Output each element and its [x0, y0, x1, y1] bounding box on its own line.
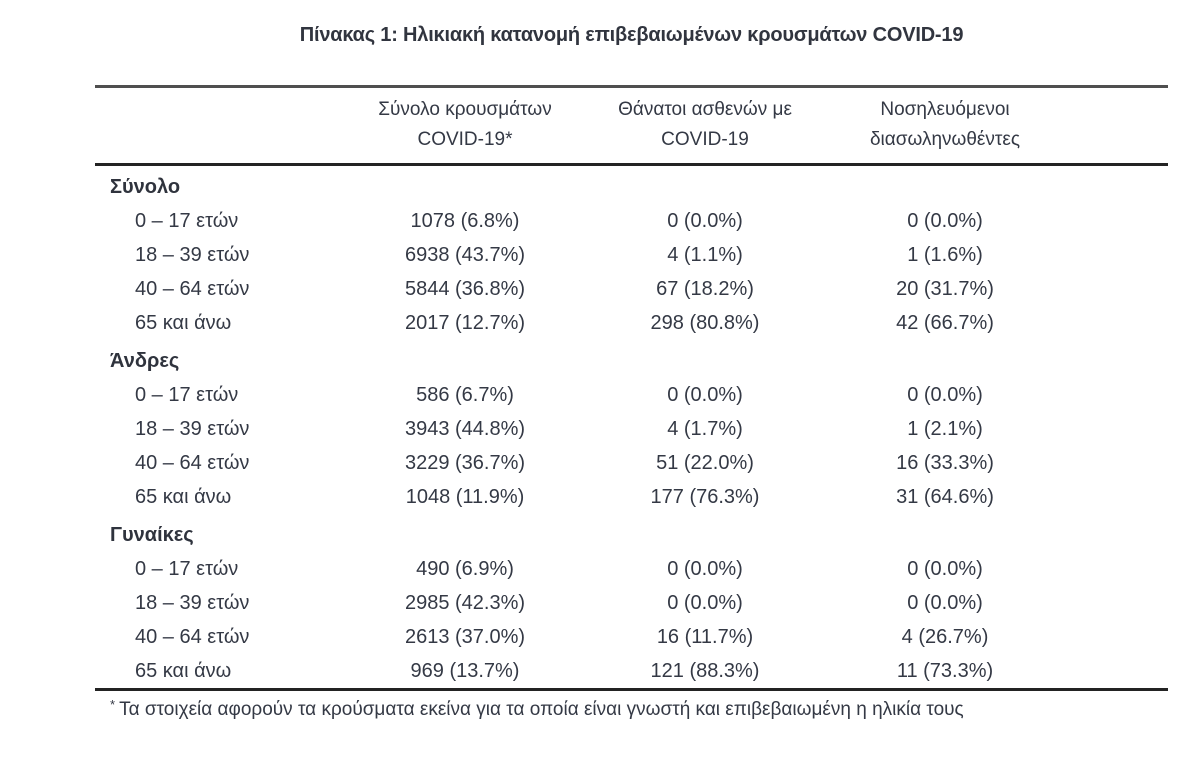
- table-header-row: Σύνολο κρουσμάτων COVID-19* Θάνατοι ασθε…: [95, 88, 1168, 166]
- row-label: 0 – 17 ετών: [135, 383, 239, 406]
- cell-cases: 1048 (11.9%): [405, 485, 525, 508]
- table-body: Σύνολο 0 – 17 ετών 1078 (6.8%) 0 (0.0%) …: [95, 166, 1168, 691]
- cell-deaths: 0 (0.0%): [667, 383, 743, 406]
- cell-intubated: 42 (66.7%): [896, 311, 994, 334]
- cell-intubated: 0 (0.0%): [907, 591, 983, 614]
- row-label: 18 – 39 ετών: [135, 591, 250, 614]
- section-label: Σύνολο: [110, 175, 181, 198]
- row-label: 0 – 17 ετών: [135, 557, 239, 580]
- section-label: Γυναίκες: [110, 523, 194, 546]
- header-total-cases-line1: Σύνολο κρουσμάτων: [378, 99, 552, 120]
- cell-cases: 3229 (36.7%): [404, 451, 526, 474]
- section-label-row: Σύνολο: [95, 170, 1168, 204]
- table-row: 0 – 17 ετών 1078 (6.8%) 0 (0.0%) 0 (0.0%…: [95, 204, 1168, 238]
- cell-intubated: 0 (0.0%): [907, 557, 983, 580]
- cell-intubated: 16 (33.3%): [896, 451, 994, 474]
- table-row: 0 – 17 ετών 586 (6.7%) 0 (0.0%) 0 (0.0%): [95, 378, 1168, 412]
- table-row: 65 και άνω 1048 (11.9%) 177 (76.3%) 31 (…: [95, 480, 1168, 514]
- cell-deaths: 0 (0.0%): [667, 209, 743, 232]
- footnote-asterisk: *: [110, 697, 116, 712]
- table-row: 0 – 17 ετών 490 (6.9%) 0 (0.0%) 0 (0.0%): [95, 552, 1168, 586]
- cell-cases: 586 (6.7%): [416, 383, 514, 406]
- table-row: 40 – 64 ετών 3229 (36.7%) 51 (22.0%) 16 …: [95, 446, 1168, 480]
- cell-deaths: 121 (88.3%): [650, 659, 760, 682]
- cell-intubated: 0 (0.0%): [907, 383, 983, 406]
- cell-deaths: 177 (76.3%): [650, 485, 760, 508]
- cell-intubated: 1 (1.6%): [907, 243, 983, 266]
- row-label: 40 – 64 ετών: [135, 277, 250, 300]
- section-label-row: Άνδρες: [95, 344, 1168, 378]
- section-label-row: Γυναίκες: [95, 518, 1168, 552]
- row-label: 40 – 64 ετών: [135, 625, 250, 648]
- table-footnote: * Τα στοιχεία αφορούν τα κρούσματα εκείνα…: [95, 691, 1168, 721]
- cell-cases: 2017 (12.7%): [404, 311, 526, 334]
- cell-intubated: 31 (64.6%): [896, 485, 994, 508]
- cell-deaths: 16 (11.7%): [656, 625, 754, 648]
- cell-cases: 2985 (42.3%): [404, 591, 526, 614]
- cell-deaths: 298 (80.8%): [650, 311, 760, 334]
- table-row: 65 και άνω 2017 (12.7%) 298 (80.8%) 42 (…: [95, 306, 1168, 340]
- footnote-text: Τα στοιχεία αφορούν τα κρούσματα εκείνα …: [119, 699, 964, 720]
- header-total-cases-line2: COVID-19*: [417, 129, 513, 150]
- row-label: 65 και άνω: [135, 659, 232, 682]
- row-label: 65 και άνω: [135, 485, 232, 508]
- section-men: Άνδρες 0 – 17 ετών 586 (6.7%) 0 (0.0%) 0…: [95, 340, 1168, 514]
- header-total-cases: Σύνολο κρουσμάτων COVID-19*: [345, 95, 585, 155]
- cell-deaths: 4 (1.7%): [667, 417, 743, 440]
- cell-deaths: 67 (18.2%): [656, 277, 754, 300]
- cell-cases: 5844 (36.8%): [404, 277, 526, 300]
- cell-intubated: 4 (26.7%): [901, 625, 989, 648]
- cell-deaths: 0 (0.0%): [667, 591, 743, 614]
- section-label: Άνδρες: [110, 349, 180, 372]
- cell-cases: 969 (13.7%): [410, 659, 520, 682]
- header-deaths-line2: COVID-19: [661, 129, 749, 150]
- row-label: 18 – 39 ετών: [135, 243, 250, 266]
- age-distribution-table: Σύνολο κρουσμάτων COVID-19* Θάνατοι ασθε…: [95, 85, 1168, 721]
- row-label: 0 – 17 ετών: [135, 209, 239, 232]
- cell-intubated: 0 (0.0%): [907, 209, 983, 232]
- table-row: 18 – 39 ετών 2985 (42.3%) 0 (0.0%) 0 (0.…: [95, 586, 1168, 620]
- header-intubated-line2: διασωληνωθέντες: [869, 129, 1021, 150]
- cell-deaths: 51 (22.0%): [656, 451, 754, 474]
- cell-intubated: 20 (31.7%): [896, 277, 994, 300]
- table-row: 18 – 39 ετών 6938 (43.7%) 4 (1.1%) 1 (1.…: [95, 238, 1168, 272]
- table-row: 40 – 64 ετών 5844 (36.8%) 67 (18.2%) 20 …: [95, 272, 1168, 306]
- header-intubated: Νοσηλευόμενοι διασωληνωθέντες: [825, 95, 1065, 155]
- header-deaths-line1: Θάνατοι ασθενών με: [618, 99, 792, 120]
- row-label: 18 – 39 ετών: [135, 417, 250, 440]
- table-row: 65 και άνω 969 (13.7%) 121 (88.3%) 11 (7…: [95, 654, 1168, 688]
- cell-intubated: 11 (73.3%): [896, 659, 994, 682]
- section-total: Σύνολο 0 – 17 ετών 1078 (6.8%) 0 (0.0%) …: [95, 166, 1168, 340]
- table-row: 40 – 64 ετών 2613 (37.0%) 16 (11.7%) 4 (…: [95, 620, 1168, 654]
- cell-cases: 490 (6.9%): [416, 557, 514, 580]
- table-title: Πίνακας 1: Ηλικιακή κατανομή επιβεβαιωμέ…: [299, 24, 964, 46]
- cell-cases: 6938 (43.7%): [404, 243, 526, 266]
- cell-deaths: 4 (1.1%): [667, 243, 743, 266]
- cell-cases: 2613 (37.0%): [404, 625, 526, 648]
- row-label: 65 και άνω: [135, 311, 232, 334]
- cell-deaths: 0 (0.0%): [667, 557, 743, 580]
- section-women: Γυναίκες 0 – 17 ετών 490 (6.9%) 0 (0.0%)…: [95, 514, 1168, 688]
- table-row: 18 – 39 ετών 3943 (44.8%) 4 (1.7%) 1 (2.…: [95, 412, 1168, 446]
- cell-cases: 1078 (6.8%): [410, 209, 520, 232]
- header-intubated-line1: Νοσηλευόμενοι: [880, 99, 1010, 120]
- cell-cases: 3943 (44.8%): [404, 417, 526, 440]
- header-deaths: Θάνατοι ασθενών με COVID-19: [585, 95, 825, 155]
- row-label: 40 – 64 ετών: [135, 451, 250, 474]
- cell-intubated: 1 (2.1%): [907, 417, 983, 440]
